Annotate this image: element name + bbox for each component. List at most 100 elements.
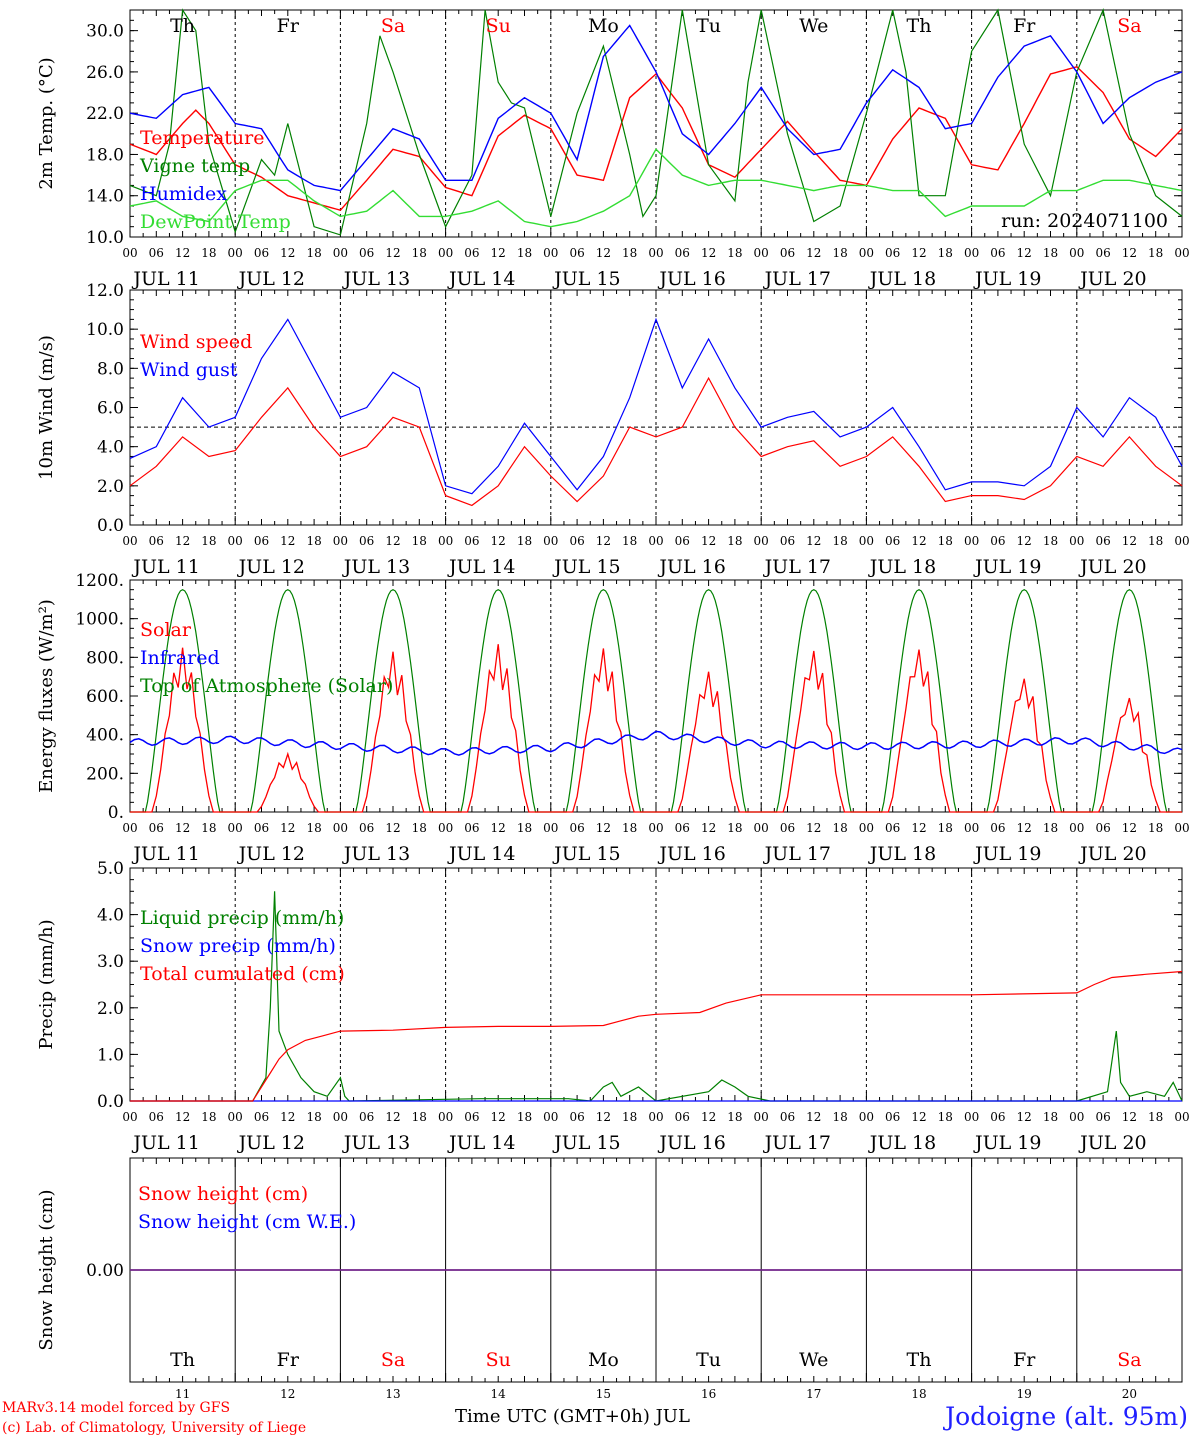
hour-label: 12 bbox=[701, 821, 716, 835]
hour-label: 06 bbox=[1095, 1110, 1110, 1124]
y-axis-title: Snow height (cm) bbox=[36, 1189, 57, 1350]
hour-label: 06 bbox=[569, 821, 584, 835]
hour-label: 00 bbox=[754, 1110, 769, 1124]
hour-label: 12 bbox=[385, 1110, 400, 1124]
date-label: JUL 19 bbox=[973, 268, 1041, 290]
hour-label: 00 bbox=[543, 534, 558, 548]
hour-label: 06 bbox=[254, 534, 269, 548]
hour-label: 12 bbox=[175, 1110, 190, 1124]
hour-label: 12 bbox=[596, 246, 611, 260]
hour-label: 18 bbox=[938, 246, 953, 260]
hour-label: 12 bbox=[175, 821, 190, 835]
hour-label: 12 bbox=[701, 246, 716, 260]
hour-label: 12 bbox=[1017, 534, 1032, 548]
date-label: JUL 12 bbox=[237, 268, 305, 290]
hour-label: 12 bbox=[491, 821, 506, 835]
hour-label: 18 bbox=[1043, 534, 1058, 548]
date-label: JUL 19 bbox=[973, 843, 1041, 865]
hour-label: 00 bbox=[1174, 534, 1189, 548]
series-line-total-cumulated-cm- bbox=[130, 970, 1183, 1102]
hour-label: 06 bbox=[675, 821, 690, 835]
legend-snow-precip-mm-h-: Snow precip (mm/h) bbox=[140, 935, 336, 957]
date-label: JUL 16 bbox=[657, 843, 725, 865]
day-name: Sa bbox=[381, 15, 405, 37]
series-line-liquid-precip-mm-h- bbox=[130, 891, 1183, 1102]
hour-label: 18 bbox=[517, 534, 532, 548]
hour-label: 00 bbox=[543, 1110, 558, 1124]
y-tick-label: 30.0 bbox=[86, 22, 124, 42]
hour-label: 00 bbox=[1069, 821, 1084, 835]
series-line-temperature bbox=[129, 66, 1183, 211]
date-label: JUL 15 bbox=[552, 843, 620, 865]
y-tick-label: 10.0 bbox=[86, 320, 124, 340]
legend-temperature: Temperature bbox=[140, 127, 264, 149]
y-tick-label: 200. bbox=[86, 764, 124, 784]
hour-label: 12 bbox=[596, 1110, 611, 1124]
day-name: Fr bbox=[277, 15, 300, 37]
date-label: JUL 12 bbox=[237, 1132, 305, 1154]
hour-label: 00 bbox=[438, 821, 453, 835]
series-line-wind-speed bbox=[129, 376, 1183, 507]
day-name: Tu bbox=[696, 1349, 721, 1371]
hour-label: 06 bbox=[359, 821, 374, 835]
hour-label: 18 bbox=[412, 246, 427, 260]
panel-4 bbox=[129, 867, 1183, 1102]
hour-label: 18 bbox=[1043, 246, 1058, 260]
hour-label: 12 bbox=[1122, 246, 1137, 260]
y-tick-label: 10.0 bbox=[86, 228, 124, 248]
date-label: JUL 14 bbox=[447, 843, 515, 865]
hour-label: 12 bbox=[806, 1110, 821, 1124]
y-tick-label: 3.0 bbox=[97, 952, 124, 972]
hour-label: 06 bbox=[1095, 821, 1110, 835]
hour-label: 06 bbox=[569, 1110, 584, 1124]
hour-label: 18 bbox=[412, 534, 427, 548]
y-tick-label: 6.0 bbox=[97, 399, 124, 419]
legend-humidex: Humidex bbox=[140, 183, 227, 205]
hour-label: 06 bbox=[885, 534, 900, 548]
date-label: JUL 11 bbox=[131, 1132, 199, 1154]
legend-wind-speed: Wind speed bbox=[140, 331, 252, 353]
hour-label: 06 bbox=[149, 1110, 164, 1124]
legend-infrared: Infrared bbox=[140, 647, 220, 669]
hour-label: 12 bbox=[911, 246, 926, 260]
hour-label: 00 bbox=[964, 534, 979, 548]
hour-label: 06 bbox=[675, 1110, 690, 1124]
y-tick-label: 1000. bbox=[75, 610, 124, 630]
hour-label: 18 bbox=[622, 534, 637, 548]
hour-label: 12 bbox=[280, 246, 295, 260]
hour-label: 12 bbox=[491, 534, 506, 548]
model-credit: MARv3.14 model forced by GFS bbox=[2, 1400, 231, 1416]
y-tick-label: 26.0 bbox=[86, 63, 124, 83]
day-number: 13 bbox=[385, 1387, 400, 1401]
hour-label: 12 bbox=[806, 821, 821, 835]
date-label: JUL 18 bbox=[868, 1132, 936, 1154]
y-tick-label: 1200. bbox=[75, 571, 124, 591]
hour-label: 00 bbox=[543, 246, 558, 260]
series-line-wind-gust bbox=[129, 317, 1183, 495]
y-tick-label: 0.00 bbox=[86, 1261, 124, 1281]
hour-label: 00 bbox=[333, 1110, 348, 1124]
date-label: JUL 17 bbox=[763, 843, 831, 865]
hour-label: 18 bbox=[517, 821, 532, 835]
series-line-humidex bbox=[129, 24, 1183, 192]
y-tick-label: 800. bbox=[86, 648, 124, 668]
hour-label: 06 bbox=[1095, 534, 1110, 548]
y-tick-label: 12.0 bbox=[86, 281, 124, 301]
legend-wind-gust: Wind gust bbox=[140, 359, 238, 381]
day-name: Fr bbox=[1013, 1349, 1036, 1371]
day-name: Su bbox=[486, 15, 511, 37]
hour-label: 18 bbox=[622, 246, 637, 260]
hour-label: 06 bbox=[780, 1110, 795, 1124]
panel-2 bbox=[129, 289, 1183, 526]
hour-label: 06 bbox=[990, 534, 1005, 548]
date-label: JUL 17 bbox=[763, 268, 831, 290]
day-number: 18 bbox=[911, 1387, 926, 1401]
legend-top-of-atmosphere-solar-: Top of Atmosphere (Solar) bbox=[140, 675, 393, 697]
hour-label: 12 bbox=[806, 534, 821, 548]
y-tick-label: 18.0 bbox=[86, 145, 124, 165]
hour-label: 12 bbox=[280, 821, 295, 835]
date-label: JUL 14 bbox=[447, 268, 515, 290]
y-tick-label: 14.0 bbox=[86, 187, 124, 207]
y-tick-label: 0.0 bbox=[97, 1092, 124, 1112]
hour-label: 12 bbox=[385, 821, 400, 835]
